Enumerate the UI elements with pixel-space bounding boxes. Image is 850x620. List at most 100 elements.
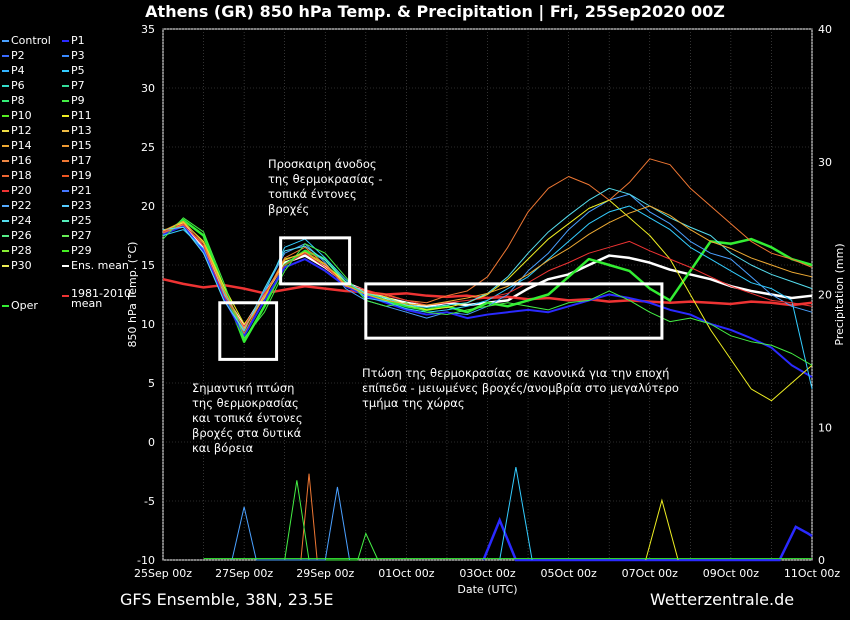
legend-item: P17 bbox=[62, 154, 92, 167]
x-axis-label: Date (UTC) bbox=[457, 583, 517, 596]
temp-series-line bbox=[162, 218, 813, 343]
legend-label: P20 bbox=[11, 184, 32, 197]
legend-swatch bbox=[62, 175, 69, 177]
legend-item: P23 bbox=[62, 199, 92, 212]
legend-swatch bbox=[2, 235, 9, 237]
y-tick-label: 30 bbox=[141, 82, 155, 95]
legend-swatch bbox=[62, 295, 69, 297]
legend-swatch bbox=[2, 205, 9, 207]
legend-item: Control bbox=[2, 34, 51, 47]
annotation-temp-drop: Σημαντική πτώση της θερμοκρασίας και τοπ… bbox=[192, 381, 303, 456]
y2-tick-label: 0 bbox=[818, 554, 825, 567]
y-tick-label: 35 bbox=[141, 23, 155, 36]
highlight-box-rise bbox=[279, 236, 352, 286]
legend-item: P24 bbox=[2, 214, 32, 227]
legend-swatch bbox=[62, 55, 69, 57]
legend-item: P8 bbox=[2, 94, 25, 107]
legend-label: P2 bbox=[11, 49, 25, 62]
legend-item: P18 bbox=[2, 169, 32, 182]
x-tick-label: 05Oct 00z bbox=[540, 567, 597, 580]
annotation-normal-temps-text: Πτώση της θερμοκρασίας σε κανονικά για τ… bbox=[362, 366, 679, 410]
legend-swatch bbox=[2, 85, 9, 87]
legend-label: P8 bbox=[11, 94, 25, 107]
legend-swatch bbox=[2, 175, 9, 177]
legend-label: P23 bbox=[71, 199, 92, 212]
precip-series-line bbox=[284, 480, 379, 561]
legend-item: P30 bbox=[2, 259, 32, 272]
legend-item: P19 bbox=[62, 169, 92, 182]
legend-label: P6 bbox=[11, 79, 25, 92]
precip-series-line bbox=[499, 466, 533, 561]
y-axis-label: 850 hPa Temp. (°C) bbox=[126, 242, 139, 348]
legend-label: P25 bbox=[71, 214, 92, 227]
legend-item: P3 bbox=[62, 49, 85, 62]
legend-item: P9 bbox=[62, 94, 85, 107]
precip-series-line bbox=[300, 473, 318, 561]
legend-item: P1 bbox=[62, 34, 85, 47]
legend-item: P5 bbox=[62, 64, 85, 77]
chart-title: Athens (GR) 850 hPa Temp. & Precipitatio… bbox=[145, 2, 725, 21]
y2-axis-label: Precipitation (mm) bbox=[833, 243, 846, 345]
legend-swatch bbox=[2, 190, 9, 192]
x-tick-label: 01Oct 00z bbox=[378, 567, 435, 580]
footer-site: Wetterzentrale.de bbox=[650, 590, 795, 609]
legend-swatch bbox=[2, 100, 9, 102]
highlight-box-normal bbox=[364, 282, 664, 340]
legend-label: P11 bbox=[71, 109, 92, 122]
legend-swatch bbox=[62, 235, 69, 237]
legend-item: P12 bbox=[2, 124, 32, 137]
y2-tick-label: 30 bbox=[818, 156, 832, 169]
legend-swatch bbox=[2, 40, 9, 42]
legend-label: P5 bbox=[71, 64, 85, 77]
legend-swatch bbox=[2, 250, 9, 252]
legend-item: P14 bbox=[2, 139, 32, 152]
legend-swatch bbox=[62, 220, 69, 222]
legend-swatch bbox=[2, 265, 9, 267]
legend-item: P15 bbox=[62, 139, 92, 152]
y-tick-label: 5 bbox=[148, 377, 155, 390]
legend-swatch bbox=[2, 130, 9, 132]
annotation-temp-rise: Προσκαιρη άνοδος της θερμοκρασίας - τοπι… bbox=[268, 157, 383, 217]
x-tick-label: 07Oct 00z bbox=[622, 567, 679, 580]
legend-item: P22 bbox=[2, 199, 32, 212]
y-tick-label: 10 bbox=[141, 318, 155, 331]
legend-swatch bbox=[2, 220, 9, 222]
legend-item: P25 bbox=[62, 214, 92, 227]
legend-label: P4 bbox=[11, 64, 25, 77]
footer-model-info: GFS Ensemble, 38N, 23.5E bbox=[120, 590, 334, 609]
y-tick-label: -10 bbox=[137, 554, 155, 567]
legend-swatch bbox=[2, 305, 9, 307]
legend-item: P11 bbox=[62, 109, 92, 122]
legend-item: 1981-2010 mean bbox=[62, 288, 131, 309]
temp-series-line bbox=[162, 217, 813, 366]
legend-label: Control bbox=[11, 34, 51, 47]
legend-label: P24 bbox=[11, 214, 32, 227]
temp-series-line bbox=[162, 205, 813, 330]
x-tick-label: 03Oct 00z bbox=[459, 567, 516, 580]
legend-label: P10 bbox=[11, 109, 32, 122]
legend-label: P9 bbox=[71, 94, 85, 107]
legend-label: P26 bbox=[11, 229, 32, 242]
y-tick-label: -5 bbox=[144, 495, 155, 508]
legend-item: P21 bbox=[62, 184, 92, 197]
legend-label: P18 bbox=[11, 169, 32, 182]
legend-label: P27 bbox=[71, 229, 92, 242]
legend-swatch bbox=[62, 265, 69, 267]
legend-label: P15 bbox=[71, 139, 92, 152]
legend-swatch bbox=[62, 40, 69, 42]
legend-swatch bbox=[2, 55, 9, 57]
y-tick-label: 15 bbox=[141, 259, 155, 272]
legend-swatch bbox=[62, 100, 69, 102]
legend-label: P22 bbox=[11, 199, 32, 212]
y2-tick-label: 40 bbox=[818, 23, 832, 36]
precip-series-line bbox=[231, 486, 351, 561]
x-tick-label: 11Oct 00z bbox=[784, 567, 841, 580]
legend-item: Oper bbox=[2, 299, 38, 312]
legend-item: P4 bbox=[2, 64, 25, 77]
legend-label: P21 bbox=[71, 184, 92, 197]
legend-item: P16 bbox=[2, 154, 32, 167]
legend-item: P7 bbox=[62, 79, 85, 92]
x-tick-label: 25Sep 00z bbox=[134, 567, 192, 580]
legend-swatch bbox=[62, 115, 69, 117]
legend-label: P16 bbox=[11, 154, 32, 167]
